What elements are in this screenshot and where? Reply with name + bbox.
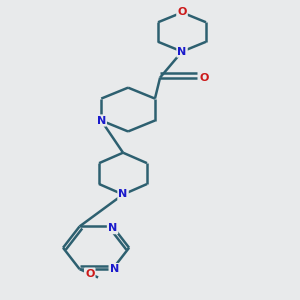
Text: O: O: [177, 8, 187, 17]
Text: N: N: [110, 264, 119, 274]
Text: N: N: [97, 116, 106, 125]
Text: N: N: [177, 46, 187, 57]
Text: O: O: [200, 73, 209, 82]
Text: N: N: [118, 190, 128, 200]
Text: O: O: [85, 269, 94, 279]
Text: N: N: [108, 223, 117, 233]
